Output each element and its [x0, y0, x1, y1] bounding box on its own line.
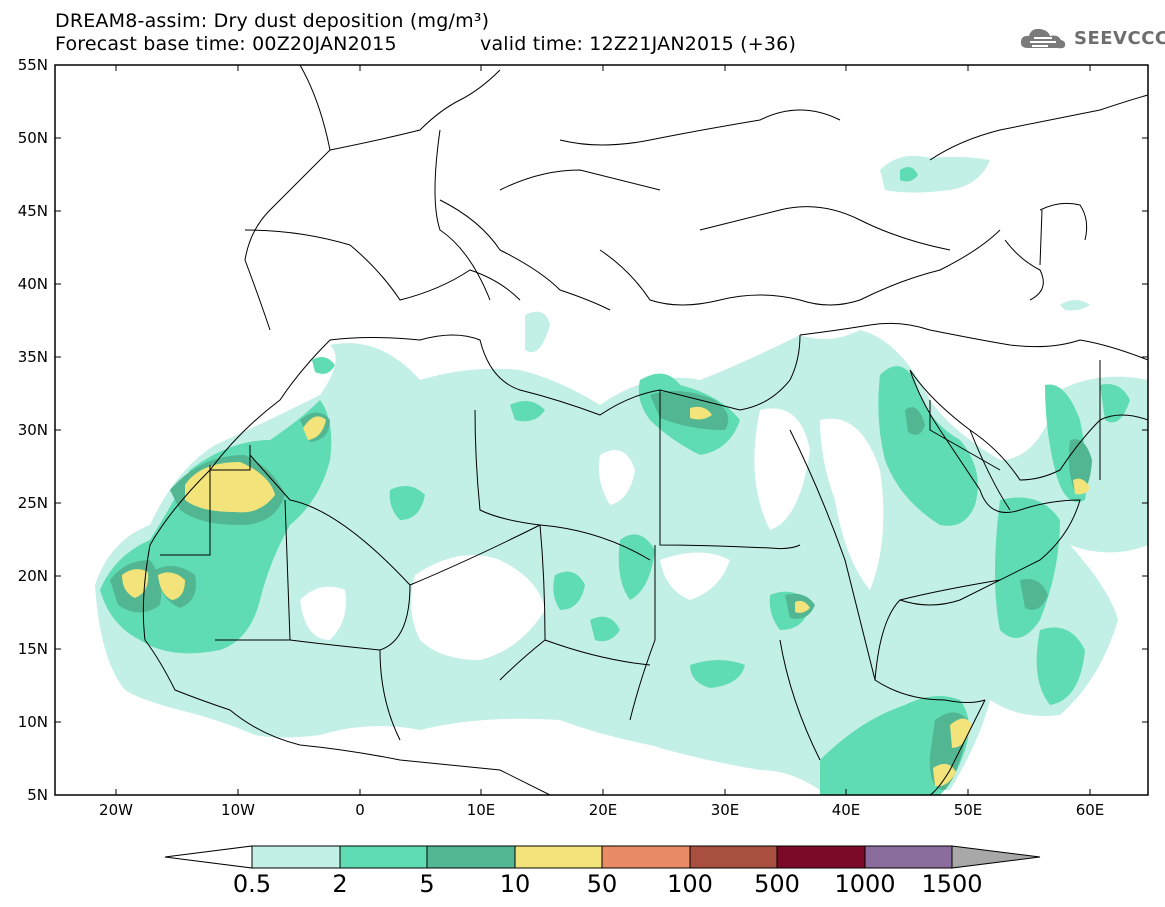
longitude-axis: 20W 10W 0 10E 20E 30E 40E 50E 60E — [99, 65, 1104, 819]
colorbar-label: 1000 — [834, 870, 896, 898]
colorbar-segment — [514, 845, 603, 869]
colorbar-segment — [776, 845, 866, 869]
colorbar-label: 5 — [419, 870, 435, 898]
colorbar — [164, 845, 1041, 869]
lat-label: 55N — [18, 56, 48, 74]
lat-label: 20N — [18, 567, 48, 585]
forecast-times: Forecast base time: 00Z20JAN2015 valid ti… — [55, 33, 796, 55]
colorbar-segment — [864, 845, 953, 869]
lat-label: 15N — [18, 640, 48, 658]
lon-label: 10W — [221, 801, 255, 819]
colorbar-label: 2 — [332, 870, 348, 898]
valid-time: valid time: 12Z21JAN2015 (+36) — [480, 33, 797, 55]
deposition-level-10 — [122, 406, 1090, 787]
colorbar-segment — [601, 845, 691, 869]
colorbar-segment — [426, 845, 516, 869]
lon-label: 20E — [589, 801, 618, 819]
deposition-level-2 — [100, 166, 1130, 795]
colorbar-segment — [689, 845, 778, 869]
colorbar-label: 0.5 — [232, 870, 272, 898]
lat-label: 40N — [18, 275, 48, 293]
map-title: DREAM8-assim: Dry dust deposition (mg/m³… — [55, 10, 490, 32]
lon-label: 20W — [99, 801, 133, 819]
colorbar-right-arrow — [951, 845, 1041, 869]
below-threshold-areas — [300, 408, 884, 660]
lat-label: 50N — [18, 129, 48, 147]
colorbar-label: 500 — [754, 870, 800, 898]
base-time: Forecast base time: 00Z20JAN2015 — [55, 33, 397, 55]
cloud-logo-icon — [1020, 28, 1066, 49]
lon-label: 0 — [355, 801, 365, 819]
lon-label: 10E — [467, 801, 496, 819]
lat-label: 25N — [18, 494, 48, 512]
colorbar-segment — [339, 845, 428, 869]
lat-label: 45N — [18, 202, 48, 220]
colorbar-segment — [251, 845, 341, 869]
lat-label: 10N — [18, 713, 48, 731]
seevccc-logo: SEEVCCC — [1018, 24, 1165, 52]
lon-label: 40E — [832, 801, 861, 819]
logo-text: SEEVCCC — [1074, 27, 1165, 49]
latitude-axis: 55N 50N 45N 40N 35N 30N 25N 20N 15N 10N … — [18, 56, 1148, 804]
colorbar-label: 1500 — [921, 870, 983, 898]
colorbar-label: 10 — [499, 870, 531, 898]
colorbar-label: 50 — [586, 870, 618, 898]
colorbar-label: 100 — [667, 870, 713, 898]
lat-label: 5N — [27, 786, 48, 804]
lon-label: 30E — [711, 801, 740, 819]
dust-field — [95, 155, 1148, 795]
coastlines-borders — [142, 65, 1148, 795]
lon-label: 50E — [954, 801, 983, 819]
colorbar-left-arrow — [164, 845, 253, 869]
lon-label: 60E — [1076, 801, 1105, 819]
lat-label: 35N — [18, 348, 48, 366]
lat-label: 30N — [18, 421, 48, 439]
